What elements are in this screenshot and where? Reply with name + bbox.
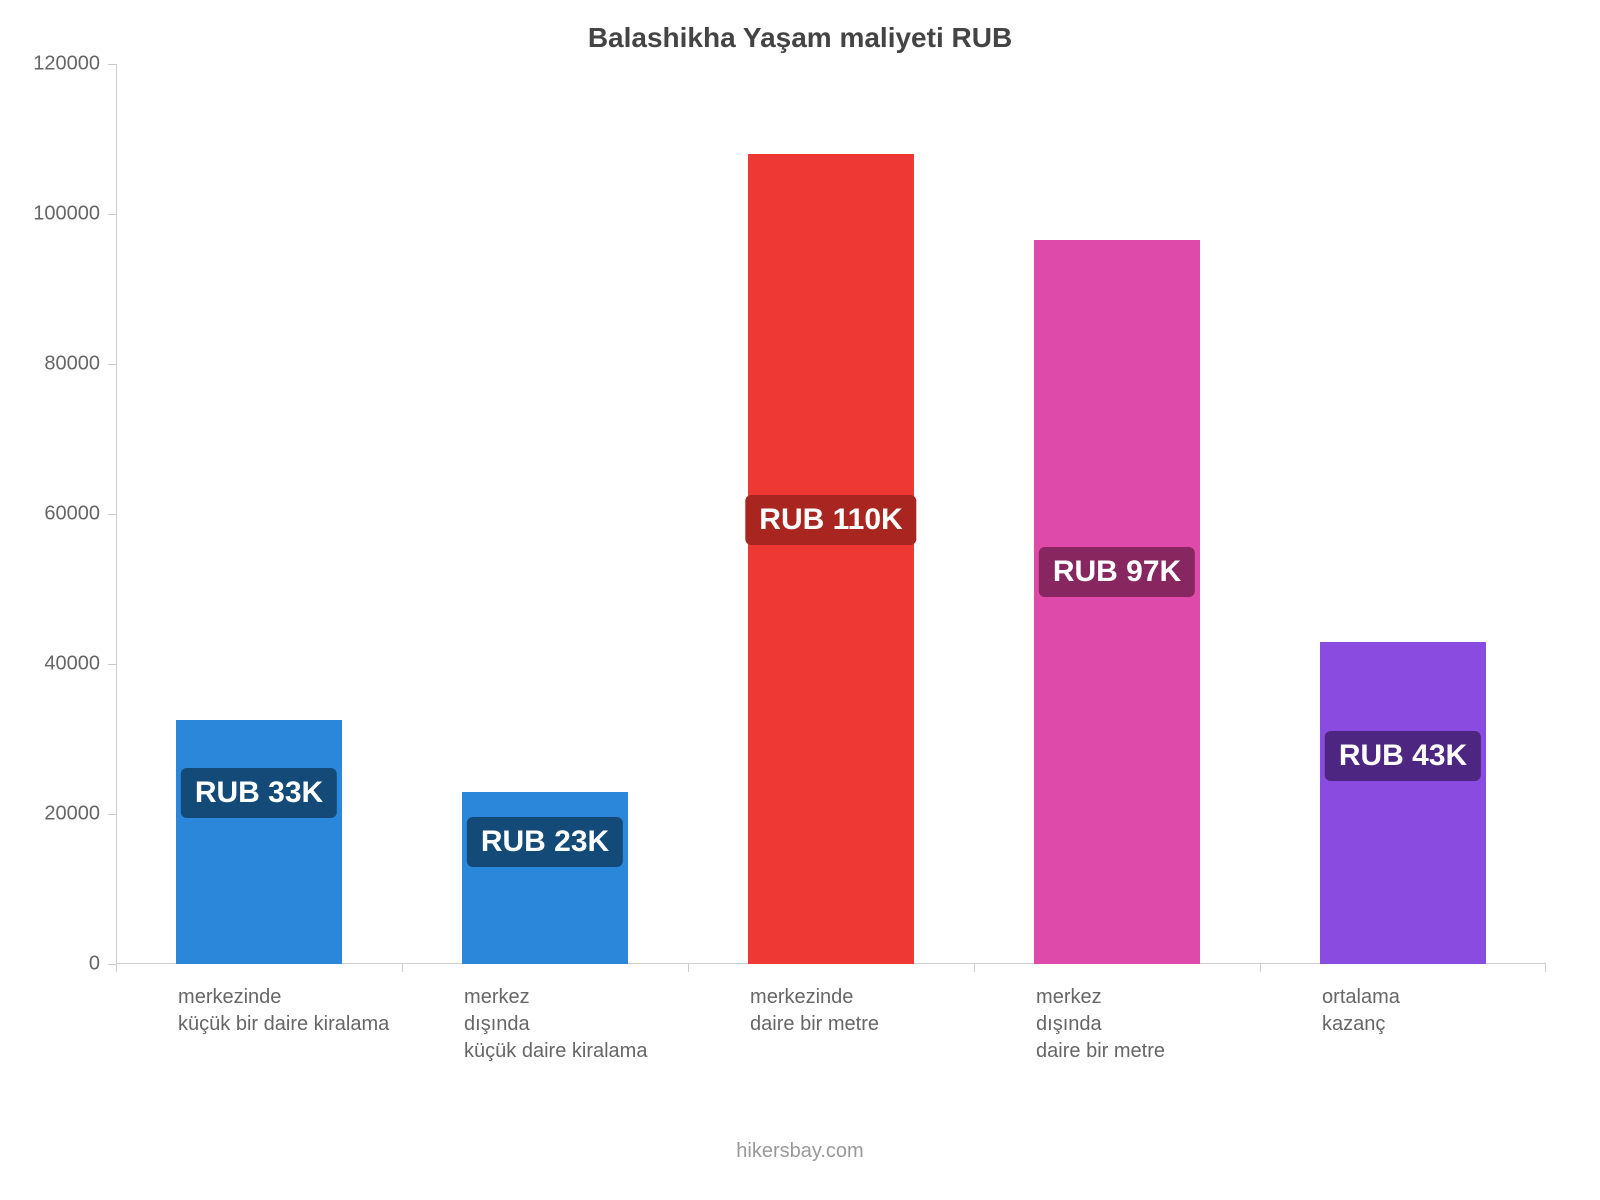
x-category-label: merkezdışındadaire bir metre xyxy=(1036,984,1322,1065)
y-tick-label: 120000 xyxy=(33,53,100,76)
bar xyxy=(176,720,342,964)
y-axis-line xyxy=(116,64,117,964)
x-category-label-line: dışında xyxy=(464,1011,750,1038)
x-tick xyxy=(688,964,689,972)
y-tick xyxy=(108,664,116,665)
x-category-label-line: daire bir metre xyxy=(750,1011,1036,1038)
x-category-label-line: merkezinde xyxy=(750,984,1036,1011)
x-category-label-line: küçük daire kiralama xyxy=(464,1038,750,1065)
x-category-label-line: merkez xyxy=(1036,984,1322,1011)
y-tick-label: 60000 xyxy=(44,503,100,526)
x-tick xyxy=(1545,964,1546,972)
x-category-label: merkezdışındaküçük daire kiralama xyxy=(464,984,750,1065)
y-tick-label: 20000 xyxy=(44,803,100,826)
y-tick-label: 100000 xyxy=(33,203,100,226)
y-tick xyxy=(108,814,116,815)
bar-value-label: RUB 43K xyxy=(1325,731,1481,781)
x-category-label-line: daire bir metre xyxy=(1036,1038,1322,1065)
bar-value-label: RUB 33K xyxy=(181,768,337,818)
plot-area: 020000400006000080000100000120000RUB 33K… xyxy=(116,64,1546,964)
y-tick-label: 40000 xyxy=(44,653,100,676)
y-tick xyxy=(108,214,116,215)
bar-value-label: RUB 23K xyxy=(467,817,623,867)
y-tick xyxy=(108,964,116,965)
y-tick xyxy=(108,364,116,365)
bar xyxy=(1034,240,1200,964)
chart-title: Balashikha Yaşam maliyeti RUB xyxy=(0,22,1600,54)
x-category-label-line: merkez xyxy=(464,984,750,1011)
x-category-label: ortalamakazanç xyxy=(1322,984,1600,1038)
y-tick xyxy=(108,514,116,515)
x-category-label-line: merkezinde xyxy=(178,984,464,1011)
x-category-label-line: dışında xyxy=(1036,1011,1322,1038)
x-tick xyxy=(402,964,403,972)
y-tick xyxy=(108,64,116,65)
bar-value-label: RUB 110K xyxy=(745,495,916,545)
y-tick-label: 0 xyxy=(89,953,100,976)
x-category-label-line: ortalama xyxy=(1322,984,1600,1011)
x-tick xyxy=(974,964,975,972)
x-tick xyxy=(116,964,117,972)
x-category-label-line: kazanç xyxy=(1322,1011,1600,1038)
x-category-label-line: küçük bir daire kiralama xyxy=(178,1011,464,1038)
bar xyxy=(1320,642,1486,965)
bar-value-label: RUB 97K xyxy=(1039,547,1195,597)
bar xyxy=(748,154,914,964)
footer-credit: hikersbay.com xyxy=(0,1140,1600,1163)
x-category-label: merkezindedaire bir metre xyxy=(750,984,1036,1038)
y-tick-label: 80000 xyxy=(44,353,100,376)
cost-of-living-bar-chart: Balashikha Yaşam maliyeti RUB 0200004000… xyxy=(0,0,1600,1200)
x-category-label: merkezindeküçük bir daire kiralama xyxy=(178,984,464,1038)
x-tick xyxy=(1260,964,1261,972)
